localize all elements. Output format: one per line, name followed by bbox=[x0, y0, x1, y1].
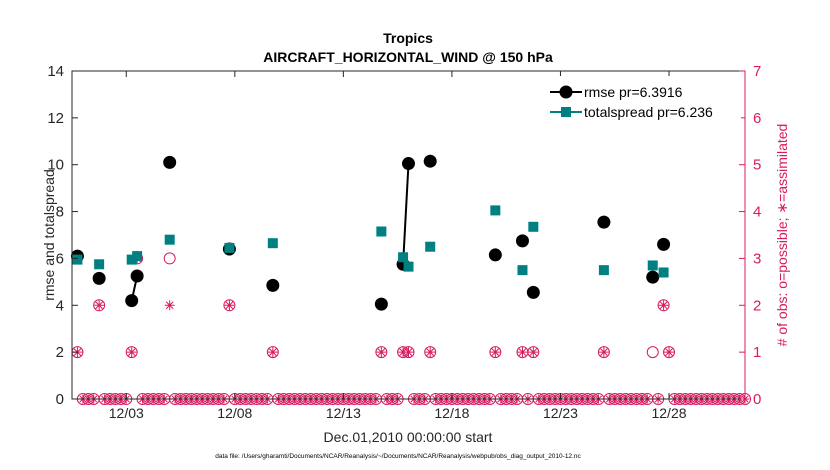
totalspread-point bbox=[376, 226, 387, 237]
obs-assimilated-marker bbox=[517, 347, 528, 358]
totalspread-point bbox=[647, 260, 658, 271]
obs-assimilated-marker bbox=[164, 300, 175, 311]
plot-background bbox=[72, 71, 745, 399]
rmse-point bbox=[526, 285, 540, 299]
rmse-point bbox=[374, 297, 388, 311]
totalspread-point bbox=[164, 234, 175, 245]
y-right-tick-label: 7 bbox=[753, 63, 761, 80]
obs-possible-marker bbox=[527, 346, 540, 359]
y-right-tick-label: 0 bbox=[753, 391, 761, 408]
obs-assimilated-marker bbox=[425, 347, 436, 358]
totalspread-point bbox=[267, 238, 278, 249]
totalspread-point bbox=[490, 205, 501, 216]
obs-possible-marker bbox=[266, 346, 279, 359]
x-tick-label: 12/08 bbox=[217, 405, 252, 421]
obs-assimilated-marker bbox=[528, 347, 539, 358]
totalspread-point bbox=[132, 251, 143, 262]
obs-possible-marker bbox=[646, 346, 659, 359]
y-right-tick-label: 4 bbox=[753, 204, 761, 221]
y-right-tick-label: 1 bbox=[753, 344, 761, 361]
legend-totalspread-label: totalspread pr=6.236 bbox=[584, 104, 713, 120]
legend-rmse-label: rmse pr=6.3916 bbox=[584, 84, 683, 100]
obs-assimilated-marker bbox=[224, 300, 235, 311]
y-left-tick-label: 6 bbox=[56, 250, 64, 267]
obs-possible-marker bbox=[93, 299, 106, 312]
obs-assimilated-marker bbox=[490, 347, 501, 358]
obs-assimilated-marker bbox=[398, 347, 409, 358]
obs-assimilated-marker bbox=[94, 300, 105, 311]
x-tick-label: 12/23 bbox=[543, 405, 578, 421]
totalspread-point bbox=[398, 252, 409, 263]
rmse-point bbox=[488, 248, 502, 262]
y-left-tick-label: 4 bbox=[56, 297, 64, 314]
y-left-tick-label: 0 bbox=[56, 391, 64, 408]
y-axis-label-right: # of obs: o=possible; ∗=assimilated bbox=[774, 124, 790, 347]
rmse-point bbox=[130, 269, 144, 283]
rmse-point bbox=[646, 270, 660, 284]
x-axis-label: Dec.01,2010 00:00:00 start bbox=[324, 429, 493, 445]
x-tick-label: 12/13 bbox=[326, 405, 361, 421]
obs-assimilated-marker bbox=[658, 300, 669, 311]
series-markers bbox=[70, 154, 676, 359]
obs-possible-marker bbox=[489, 346, 502, 359]
chart-title: Tropics bbox=[383, 30, 433, 46]
rmse-line-segment bbox=[402, 163, 410, 265]
totalspread-point bbox=[94, 259, 105, 270]
obs-assimilated-marker bbox=[376, 347, 387, 358]
y-left-tick-label: 12 bbox=[47, 110, 64, 127]
plot-area bbox=[72, 71, 745, 399]
x-tick-label: 12/03 bbox=[109, 405, 144, 421]
legend-rmse-marker bbox=[559, 85, 573, 99]
legend-box bbox=[546, 76, 741, 122]
y-right-tick-label: 5 bbox=[753, 157, 761, 174]
obs-assimilated-marker bbox=[267, 347, 278, 358]
rmse-point bbox=[163, 155, 177, 169]
obs-possible-marker bbox=[375, 346, 388, 359]
obs-possible-marker bbox=[597, 346, 610, 359]
x-tick-label: 12/28 bbox=[651, 405, 686, 421]
rmse-point bbox=[92, 271, 106, 285]
obs-assimilated-marker bbox=[126, 347, 137, 358]
rmse-point bbox=[266, 278, 280, 292]
totalspread-point bbox=[72, 254, 83, 265]
obs-possible-marker bbox=[424, 346, 437, 359]
rmse-point bbox=[657, 237, 671, 251]
obs-possible-marker bbox=[663, 346, 676, 359]
totalspread-point bbox=[598, 265, 609, 276]
totalspread-point bbox=[517, 265, 528, 276]
y-axis-label-left: rmse and totalspread bbox=[41, 169, 57, 301]
totalspread-point bbox=[224, 242, 235, 253]
totalspread-point bbox=[126, 254, 137, 265]
obs-assimilated-marker bbox=[403, 347, 414, 358]
y-left-tick-label: 8 bbox=[56, 204, 64, 221]
ticks: 12/03 12/08 12/13 12/18 12/23 12/280246810121… bbox=[47, 63, 761, 421]
footnote: data file: /Users/gharamti/Documents/NCA… bbox=[215, 453, 581, 460]
totalspread-point bbox=[528, 221, 539, 232]
totalspread-point bbox=[403, 261, 414, 272]
rmse-point bbox=[402, 157, 415, 171]
obs-assimilated-marker bbox=[664, 347, 675, 358]
rmse-point bbox=[125, 294, 139, 308]
totalspread-point bbox=[425, 241, 436, 252]
obs-possible-marker bbox=[223, 299, 236, 312]
x-tick-label: 12/18 bbox=[434, 405, 469, 421]
legend: rmse pr=6.3916 totalspread pr=6.236 bbox=[546, 76, 741, 122]
rmse-point bbox=[515, 234, 529, 248]
y-right-tick-label: 3 bbox=[753, 250, 761, 267]
obs-possible-marker bbox=[125, 346, 138, 359]
totalspread-point bbox=[658, 267, 669, 278]
obs-possible-marker bbox=[657, 299, 670, 312]
y-left-tick-label: 14 bbox=[47, 63, 64, 80]
y-right-tick-label: 6 bbox=[753, 110, 761, 127]
legend-totalspread-marker bbox=[561, 107, 571, 117]
y-left-tick-label: 2 bbox=[56, 344, 64, 361]
obs-assimilated-marker bbox=[598, 347, 609, 358]
chart-subtitle: AIRCRAFT_HORIZONTAL_WIND @ 150 hPa bbox=[263, 49, 553, 65]
y-right-tick-label: 2 bbox=[753, 297, 761, 314]
y-left-tick-label: 10 bbox=[47, 157, 64, 174]
obs-possible-marker bbox=[163, 252, 176, 265]
rmse-point bbox=[423, 154, 437, 168]
rmse-point bbox=[597, 215, 611, 229]
